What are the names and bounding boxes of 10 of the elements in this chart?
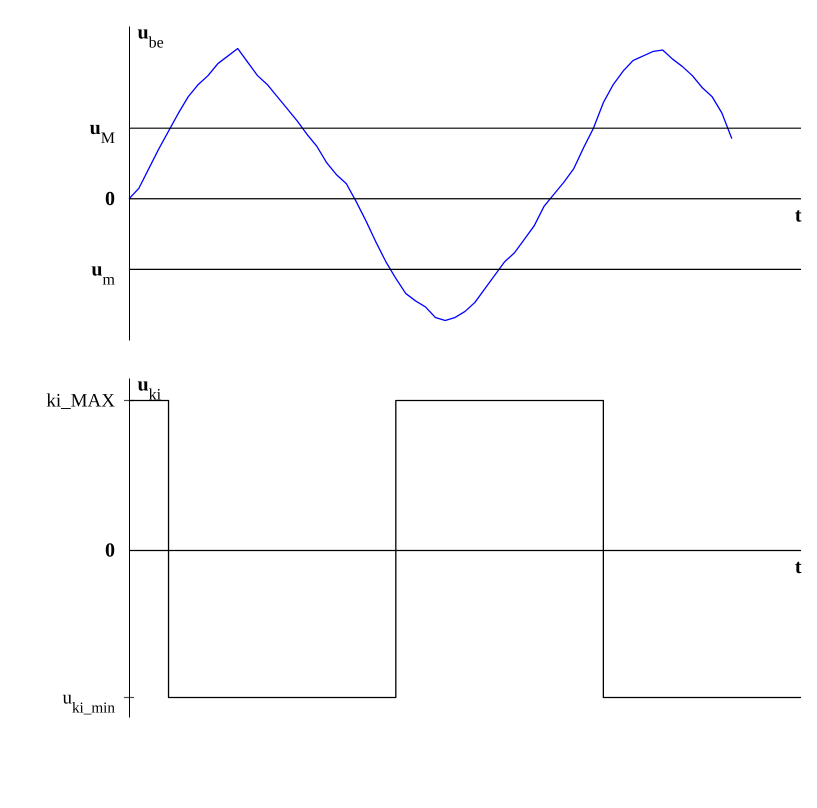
y-axis-title: u$_{ki}$ bbox=[138, 374, 162, 403]
y-axis-title: u$_{be}$ bbox=[138, 22, 164, 51]
ref-line-label: 0 bbox=[105, 188, 115, 210]
ref-line-label: u$_{M}$ bbox=[90, 117, 115, 147]
ref-line-label: 0 bbox=[105, 540, 115, 562]
text: u$_{ki_min}$ bbox=[62, 688, 116, 716]
text: ki_MAX bbox=[46, 390, 116, 412]
x-axis-title: t bbox=[794, 204, 802, 226]
x-axis-title: t bbox=[794, 556, 802, 578]
ref-line-label: u$_{m}$ bbox=[91, 258, 116, 288]
